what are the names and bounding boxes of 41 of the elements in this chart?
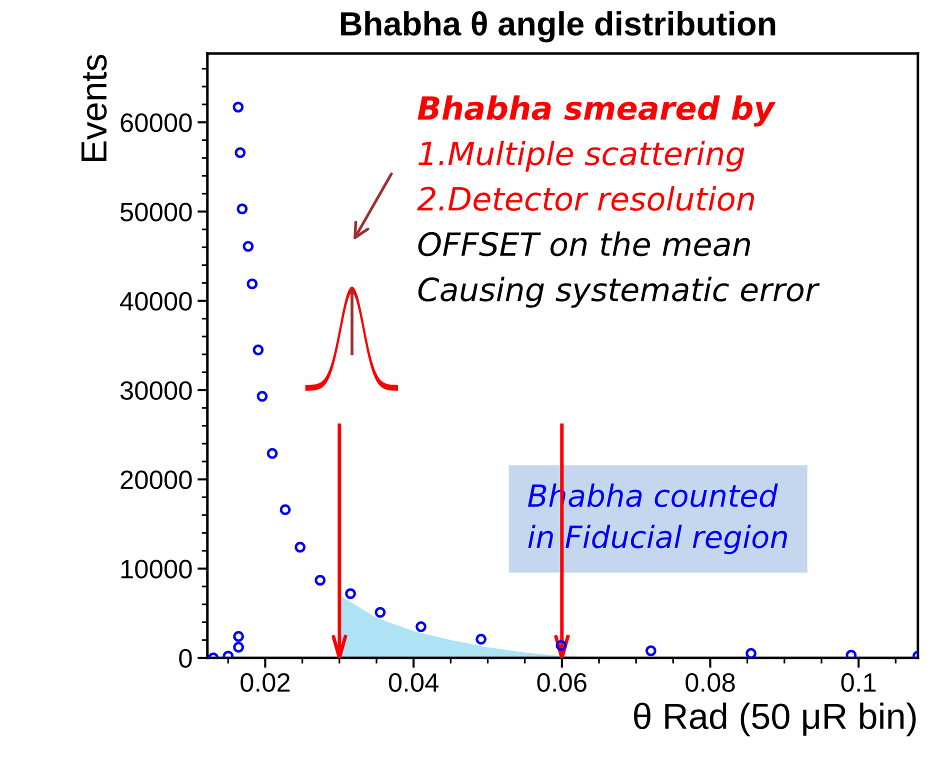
point <box>233 642 244 653</box>
point <box>476 634 486 645</box>
point <box>416 621 426 632</box>
point <box>234 147 246 158</box>
y-tick-label: 10000 <box>121 560 192 578</box>
y-tick-label: 20000 <box>120 470 192 490</box>
point <box>345 588 356 600</box>
point <box>256 390 268 402</box>
point <box>846 650 857 658</box>
point <box>242 240 254 252</box>
y-axis-title: Events <box>82 54 107 161</box>
y-tick-label: 40000 <box>120 292 192 311</box>
annotation: 2.Detector resolution <box>417 186 754 211</box>
x-axis-title: θ Rad (50 μR bin) <box>634 702 916 736</box>
point <box>252 344 264 356</box>
point <box>556 640 567 651</box>
x-tick-label: 0.04 <box>388 673 438 692</box>
annotation: 1.Multiple scattering <box>418 140 744 172</box>
point <box>246 278 258 290</box>
x-tick-label: 0.02 <box>240 673 290 692</box>
point <box>236 203 248 214</box>
x-tick-label: 0.06 <box>537 673 586 692</box>
point <box>374 606 386 618</box>
point <box>280 504 291 516</box>
point <box>266 448 278 459</box>
annotation: Causing systematic error <box>418 276 820 308</box>
point <box>233 631 244 642</box>
y-tick-label: 0 <box>179 649 192 668</box>
y-tick-label: 50000 <box>120 202 192 222</box>
y-tick-label: 30000 <box>120 381 192 400</box>
point <box>294 542 306 553</box>
x-tick-label: 0.08 <box>686 673 735 692</box>
y-tick-label: 60000 <box>120 113 192 132</box>
point <box>645 645 656 656</box>
annotation: OFFSET on the mean <box>418 231 750 256</box>
x-tick-label: 0.1 <box>841 673 876 692</box>
point <box>232 102 244 113</box>
point <box>314 574 326 586</box>
point <box>746 648 756 658</box>
chart-title: Bhabha θ angle distribution <box>341 11 776 42</box>
annotation: Bhabha smeared by <box>418 95 776 127</box>
